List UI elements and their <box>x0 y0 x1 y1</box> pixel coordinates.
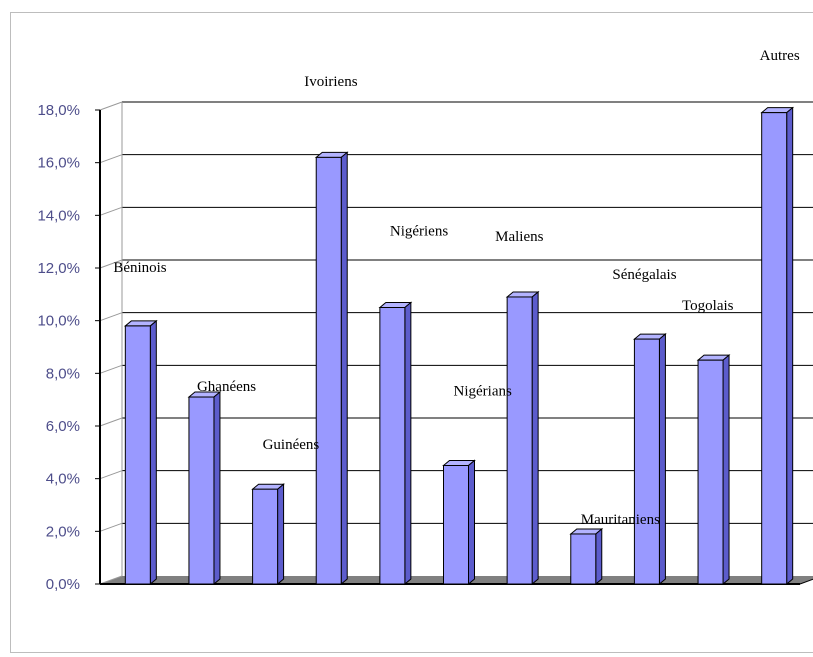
bar-side <box>658 333 666 586</box>
category-labels: Béninois Ghanéens Guinéens Ivoiriens Nigérie… <box>113 48 800 528</box>
bars <box>123 106 795 586</box>
bar-side <box>277 483 285 586</box>
bar <box>633 338 660 585</box>
side-wall-line <box>99 364 123 374</box>
category-label: Guinéens <box>263 437 320 453</box>
side-wall-line <box>99 154 123 164</box>
y-tick-label: 10,0% <box>37 313 80 330</box>
category-label: Nigérians <box>454 384 512 400</box>
y-tick-label: 6,0% <box>46 418 80 435</box>
bar-side <box>404 301 412 586</box>
side-wall-line <box>99 522 123 532</box>
side-wall-line <box>99 470 123 480</box>
category-label: Ghanéens <box>197 379 256 395</box>
category-label: Ivoiriens <box>304 74 357 90</box>
bar <box>188 396 215 585</box>
y-tick-label: 12,0% <box>37 260 80 277</box>
bar <box>570 533 597 585</box>
bar <box>443 465 469 585</box>
bar <box>697 359 724 585</box>
side-wall-line <box>99 417 123 427</box>
bar <box>124 325 151 585</box>
category-label: Sénégalais <box>612 267 676 283</box>
y-tick-label: 2,0% <box>46 523 80 540</box>
y-tick-labels: 0,0% 2,0% 4,0% 6,0% 8,0% 10,0% 12,0% 14,0% 16,0%… <box>37 102 80 593</box>
category-label: Maliens <box>495 229 543 245</box>
category-label: Mauritaniens <box>581 512 660 528</box>
side-wall-line <box>99 206 123 216</box>
bar <box>315 156 342 585</box>
bar-side <box>213 390 221 586</box>
bar-side <box>531 290 539 586</box>
bar-side <box>786 106 794 586</box>
category-label: Nigériens <box>390 224 448 240</box>
y-tick-label: 18,0% <box>37 102 80 119</box>
y-tick-label: 14,0% <box>37 207 80 224</box>
side-wall-line <box>99 259 123 269</box>
category-label: Autres <box>760 48 800 64</box>
category-label: Béninois <box>113 260 166 276</box>
bar <box>761 112 788 585</box>
y-tick-label: 16,0% <box>37 155 80 172</box>
floor-edge <box>799 578 813 585</box>
bar <box>379 307 406 585</box>
bar-side <box>468 459 475 586</box>
y-tick-label: 0,0% <box>46 576 80 593</box>
category-label: Togolais <box>682 298 734 314</box>
bar-side <box>340 151 348 586</box>
bar <box>506 296 533 585</box>
bar-side <box>595 527 603 586</box>
y-tick-label: 8,0% <box>46 365 80 382</box>
side-wall-line <box>99 101 123 111</box>
side-wall-line <box>99 312 123 322</box>
bar-side <box>149 319 157 586</box>
y-tick-label: 4,0% <box>46 471 80 488</box>
chart-border <box>10 12 813 653</box>
bar <box>252 488 279 585</box>
bar-side <box>722 354 730 586</box>
side-wall-line <box>99 575 123 585</box>
